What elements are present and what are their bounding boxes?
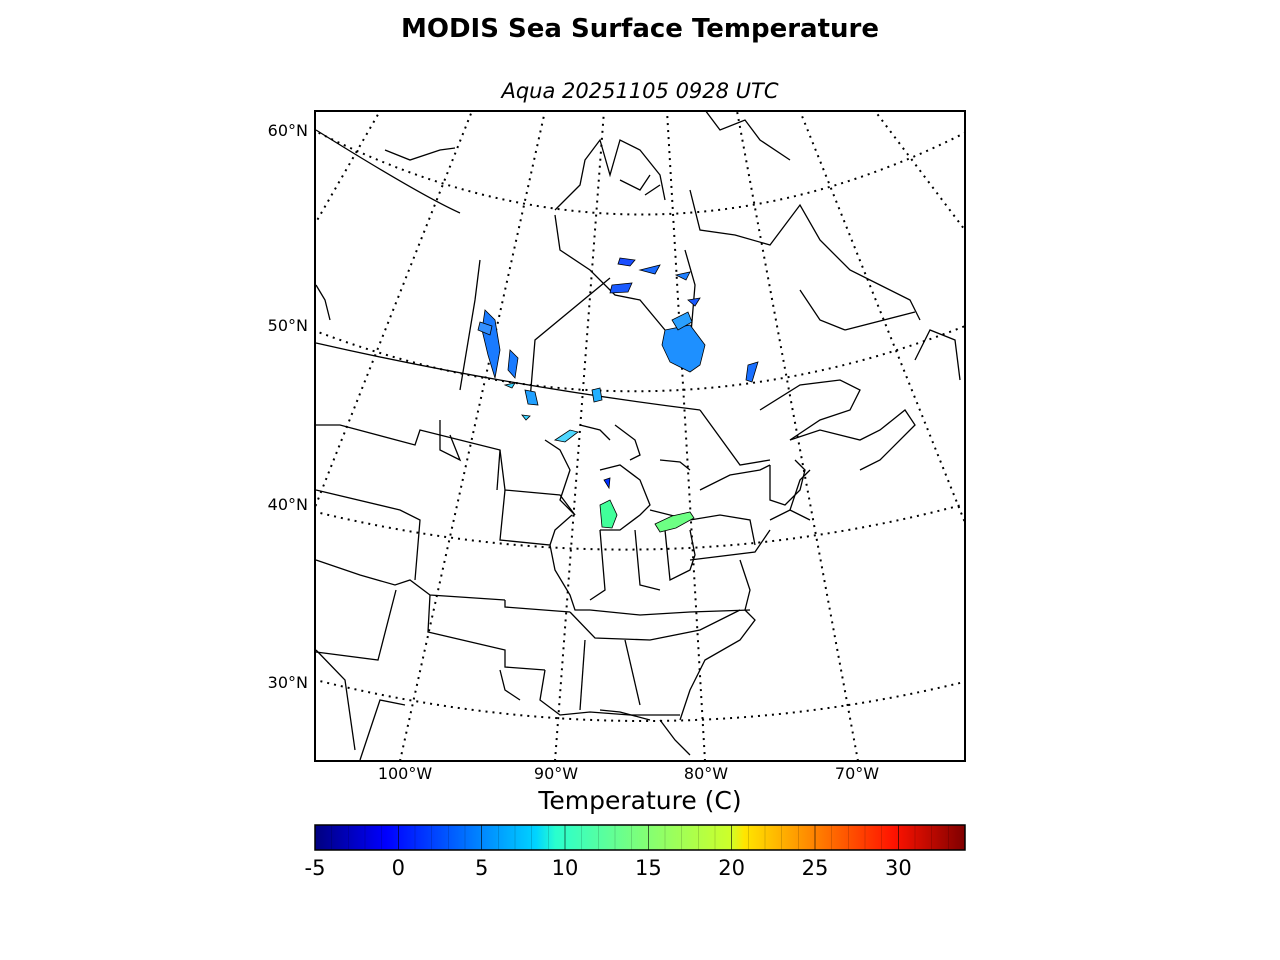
lat-label-60n: 60°N — [267, 121, 308, 140]
colorbar-tick-label: -5 — [304, 856, 326, 880]
map-title: MODIS Sea Surface Temperature — [401, 14, 879, 44]
coastlines — [315, 111, 961, 761]
colorbar-tick-label: 15 — [634, 856, 662, 880]
colorbar-tick-label: 25 — [801, 856, 829, 880]
lon-label-90w: 90°W — [533, 764, 579, 783]
colorbar-tick-label: 20 — [718, 856, 746, 880]
map-subtitle: Aqua 20251105 0928 UTC — [501, 79, 779, 103]
colorbar-dividers — [331, 825, 949, 850]
lon-label-80w: 80°W — [683, 764, 729, 783]
lon-label-70w: 70°W — [834, 764, 880, 783]
lat-label-50n: 50°N — [267, 316, 308, 335]
lon-label-100w: 100°W — [377, 764, 433, 783]
longitude-lines — [315, 111, 965, 761]
map-content — [315, 111, 965, 761]
colorbar-tick-label: 10 — [551, 856, 579, 880]
colorbar-title: Temperature (C) — [538, 786, 742, 815]
lat-label-40n: 40°N — [267, 495, 308, 514]
colorbar-tick-label: 5 — [474, 856, 489, 880]
lat-label-30n: 30°N — [267, 673, 308, 692]
latitude-lines — [315, 129, 965, 722]
map-frame — [314, 110, 966, 762]
colorbar-tick-label: 30 — [884, 856, 912, 880]
colorbar-tick-label: 0 — [391, 856, 406, 880]
colorbar — [314, 824, 966, 851]
sst-patches — [477, 257, 759, 533]
